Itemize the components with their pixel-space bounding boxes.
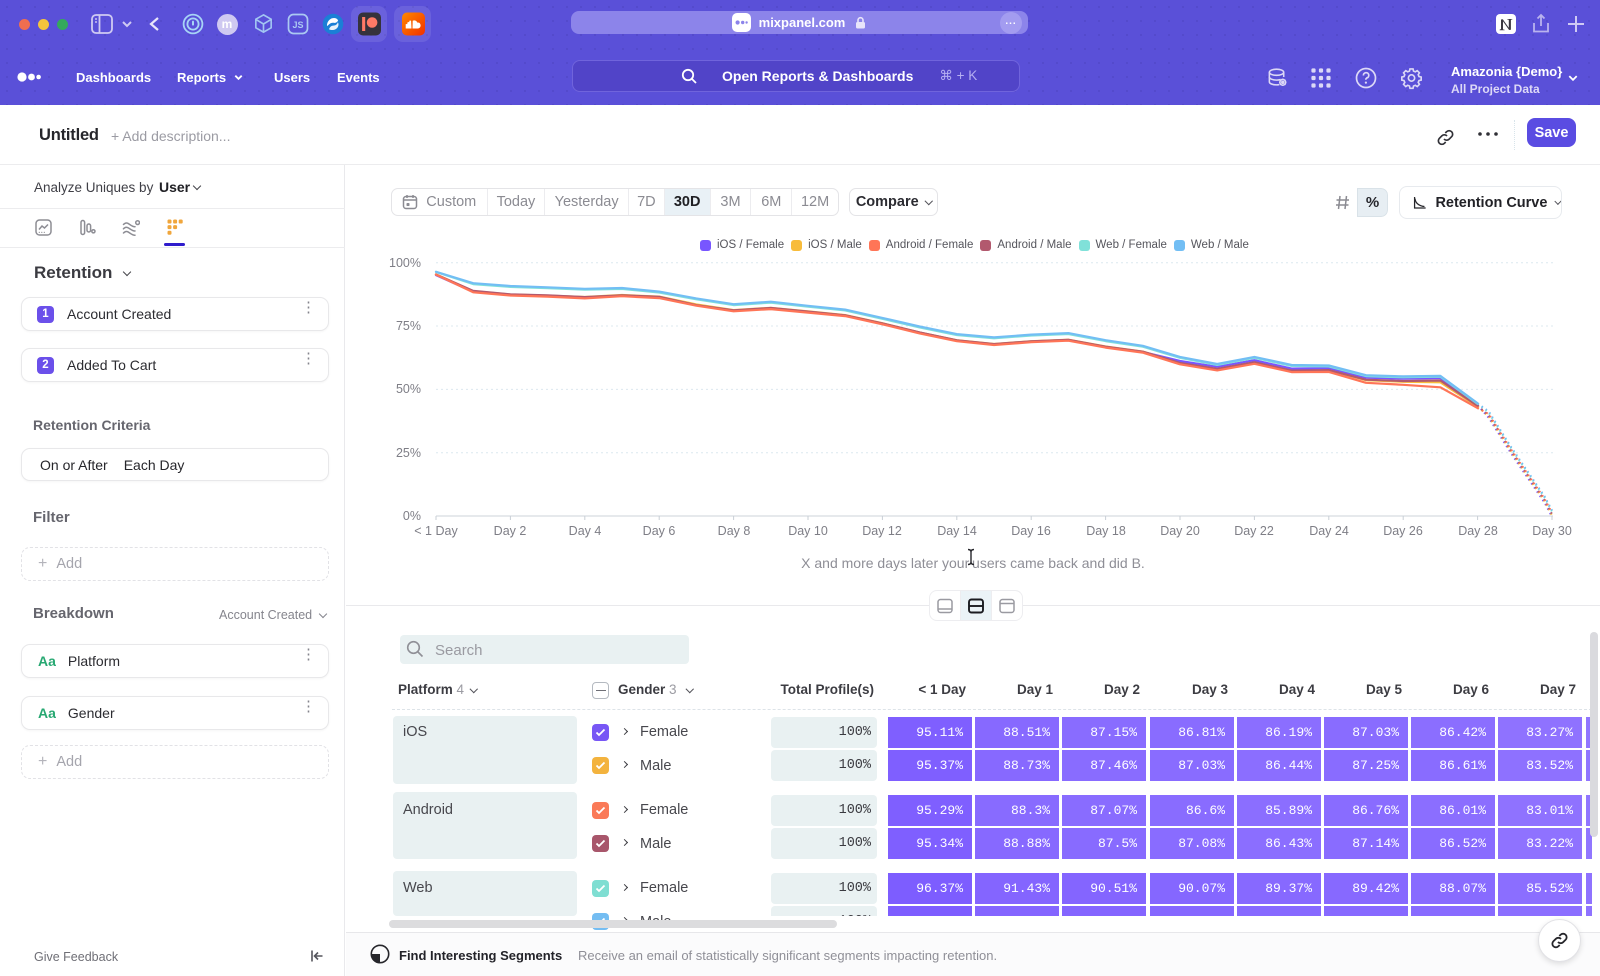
svg-text:JS: JS xyxy=(292,20,303,30)
